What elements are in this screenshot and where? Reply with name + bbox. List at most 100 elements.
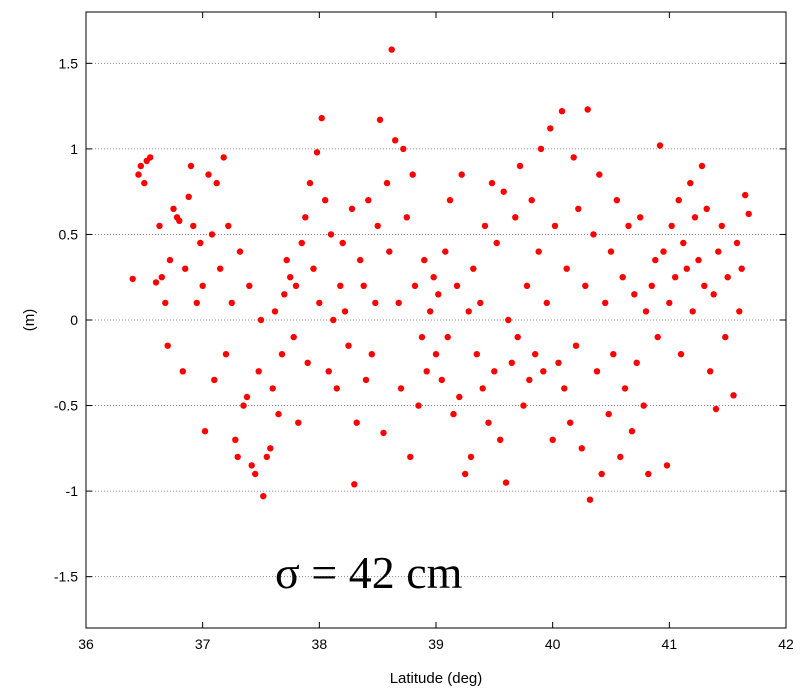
y-tick-label: 1.5 xyxy=(59,55,79,71)
data-point xyxy=(129,275,136,283)
data-point xyxy=(158,274,165,281)
data-point xyxy=(572,342,580,349)
data-point xyxy=(260,493,267,500)
data-point xyxy=(523,282,531,289)
data-point xyxy=(710,291,717,298)
y-tick-label: 0.5 xyxy=(59,226,79,242)
data-point xyxy=(348,205,356,212)
data-point xyxy=(283,256,290,264)
data-point xyxy=(383,179,391,187)
data-point xyxy=(201,428,209,435)
data-point xyxy=(211,376,218,384)
data-point xyxy=(648,282,655,289)
data-point xyxy=(493,239,500,247)
data-point xyxy=(365,197,372,204)
data-point xyxy=(730,392,737,399)
data-point xyxy=(337,282,344,289)
data-point xyxy=(240,402,247,409)
data-point xyxy=(598,470,605,478)
data-point xyxy=(438,376,445,384)
data-point xyxy=(137,162,144,170)
data-point xyxy=(450,410,457,418)
data-point xyxy=(617,453,624,461)
data-point xyxy=(666,299,673,307)
data-point xyxy=(281,291,288,298)
data-point xyxy=(263,453,270,461)
data-point xyxy=(703,205,710,212)
data-point xyxy=(500,188,507,195)
data-point xyxy=(718,222,725,230)
data-point xyxy=(362,376,370,384)
data-point xyxy=(292,282,300,289)
data-point xyxy=(179,368,186,375)
data-point xyxy=(707,368,714,375)
data-point xyxy=(698,162,706,170)
data-point xyxy=(724,274,731,281)
data-point xyxy=(570,154,577,161)
data-point xyxy=(633,359,640,366)
data-point xyxy=(652,256,659,264)
data-point xyxy=(575,205,582,212)
data-point xyxy=(395,299,402,307)
data-point xyxy=(520,402,527,409)
y-tick-label: -1.5 xyxy=(54,569,78,585)
data-point xyxy=(176,217,183,224)
data-point xyxy=(275,410,282,418)
data-point xyxy=(535,248,542,255)
data-point xyxy=(255,368,262,375)
sigma-annotation: σ = 42 cm xyxy=(275,547,463,598)
data-point xyxy=(232,436,239,443)
data-point xyxy=(532,351,539,358)
data-point xyxy=(380,429,387,437)
data-point xyxy=(185,193,192,200)
data-point xyxy=(491,368,498,375)
data-point xyxy=(537,145,545,153)
data-point xyxy=(610,351,617,358)
data-point xyxy=(640,402,647,409)
data-point xyxy=(147,154,154,161)
data-point xyxy=(462,470,469,478)
data-point xyxy=(295,419,302,426)
data-point xyxy=(386,248,393,255)
data-point xyxy=(306,179,314,187)
data-point xyxy=(225,222,232,230)
data-point xyxy=(187,162,195,170)
data-point xyxy=(444,333,451,341)
data-point xyxy=(551,222,559,230)
data-point xyxy=(222,351,230,358)
data-point xyxy=(220,154,227,161)
data-point xyxy=(497,436,504,443)
data-point xyxy=(190,222,197,230)
data-point xyxy=(333,385,340,392)
data-point xyxy=(672,274,679,281)
data-point xyxy=(605,410,612,418)
data-point xyxy=(197,239,204,247)
data-point xyxy=(339,239,346,247)
data-point xyxy=(516,162,524,170)
data-point xyxy=(152,279,160,286)
data-point xyxy=(322,197,329,204)
data-point xyxy=(745,210,752,218)
data-point xyxy=(217,265,224,272)
data-point xyxy=(302,214,309,221)
data-point xyxy=(316,299,323,307)
data-point xyxy=(663,462,671,469)
data-point xyxy=(248,462,255,469)
data-point xyxy=(418,333,426,341)
data-point xyxy=(578,445,585,452)
data-point xyxy=(695,256,702,264)
data-point xyxy=(278,351,286,358)
data-point xyxy=(470,265,477,272)
x-axis-label: Latitude (deg) xyxy=(390,670,483,687)
data-point xyxy=(712,405,720,413)
data-point xyxy=(481,222,489,230)
data-point xyxy=(409,171,416,178)
x-tick-label: 40 xyxy=(545,636,561,652)
data-point xyxy=(596,171,603,178)
data-point xyxy=(427,308,434,315)
data-point xyxy=(388,46,395,53)
data-point xyxy=(488,179,496,187)
data-point xyxy=(252,470,259,478)
data-point xyxy=(613,197,620,204)
